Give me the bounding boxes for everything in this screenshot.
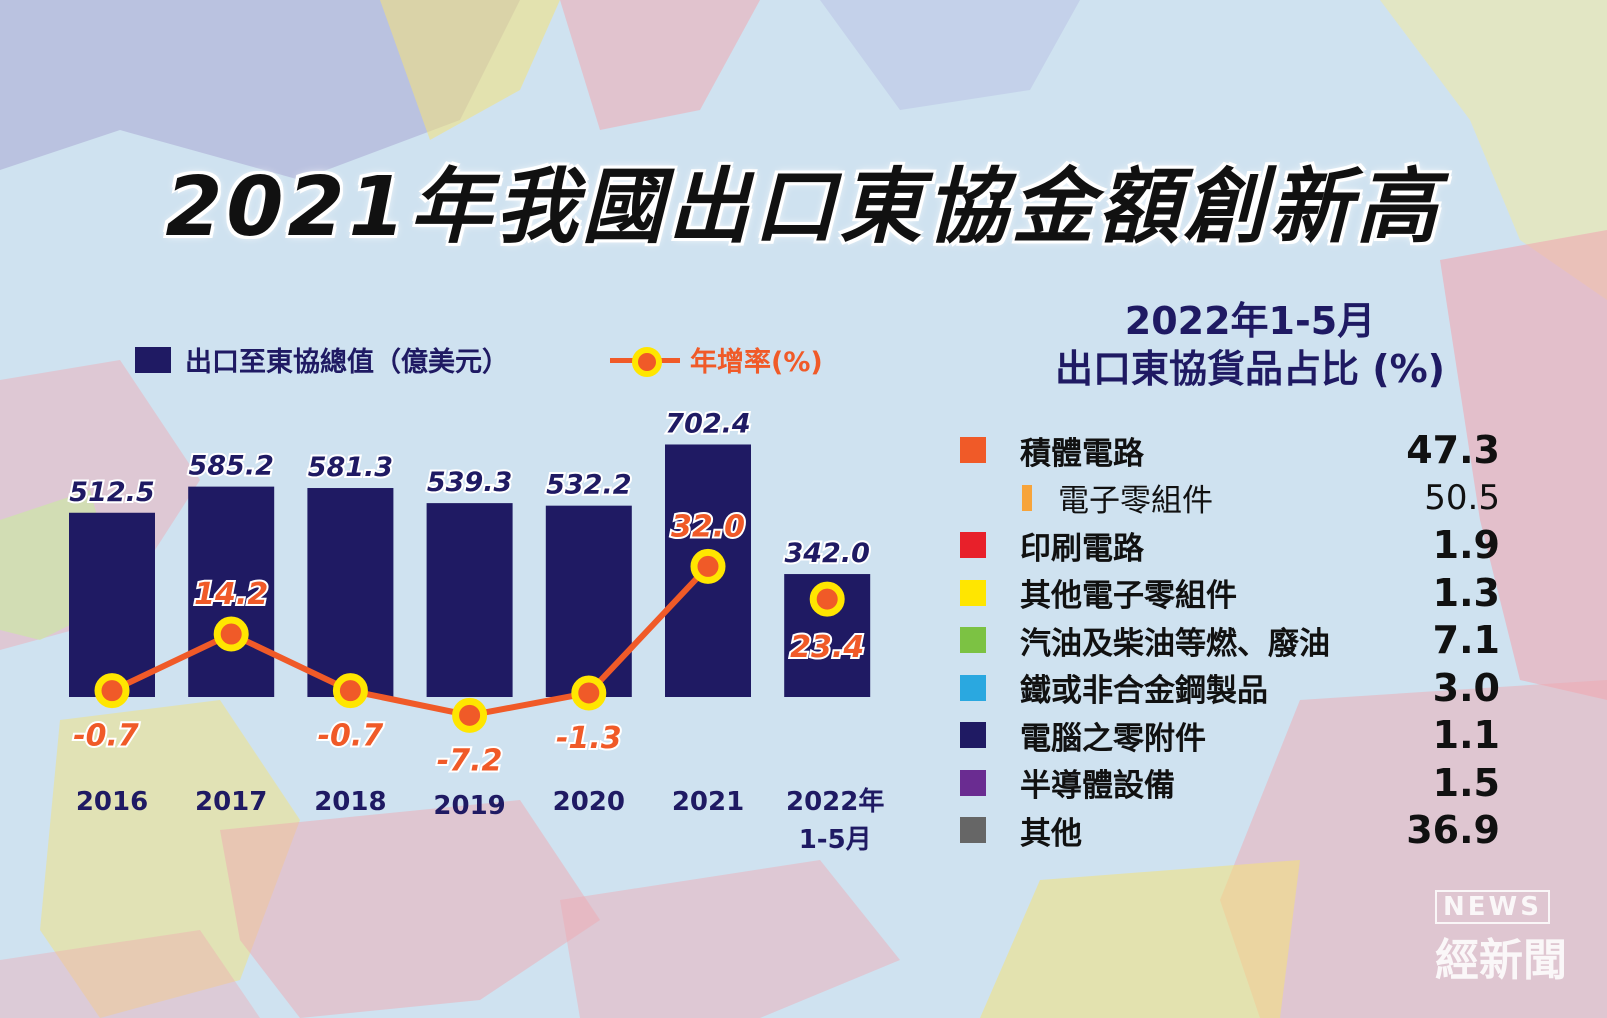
share-swatch	[960, 674, 986, 701]
growth-label-6: 23.4	[790, 630, 864, 665]
x-tick-label-3-0: 2019	[433, 791, 505, 821]
x-tick-label-2-0: 2018	[314, 787, 386, 817]
x-tick-label-4-0: 2020	[553, 787, 625, 817]
growth-line	[110, 564, 711, 719]
panel-title-line2: 出口東協貨品占比 (%)	[1054, 347, 1446, 391]
share-value: 50.5	[1424, 477, 1500, 518]
export-chart: 512.5 2016 585.2 2017 581.3 2018 539.3 2019 532.…	[67, 406, 884, 855]
growth-point-0	[94, 673, 130, 709]
share-swatch	[960, 627, 986, 653]
share-label: 半導體設備	[1020, 768, 1175, 804]
share-value: 1.1	[1432, 713, 1500, 757]
logo-name-text: 經新聞	[1435, 935, 1567, 986]
share-label: 汽油及柴油等燃、廢油	[1020, 625, 1330, 662]
bar-value-label-4: 532.2	[546, 470, 631, 501]
bar-4	[545, 505, 632, 697]
page-title: 2021年我國出口東協金額創新高	[165, 160, 1442, 255]
bar-value-label-0: 512.5	[69, 477, 154, 508]
x-tick-label-6-1: 1-5月	[799, 825, 872, 855]
growth-label-3: -7.2	[437, 743, 503, 778]
share-value: 36.9	[1406, 808, 1500, 852]
bar-value-label-2: 581.3	[308, 452, 393, 483]
growth-point-1	[213, 616, 249, 652]
share-row-3: 其他電子零組件 1.3	[960, 571, 1500, 615]
share-swatch	[960, 722, 986, 748]
share-label: 其他	[1020, 815, 1082, 852]
share-row-8: 其他 36.9	[960, 808, 1500, 852]
share-swatch	[960, 817, 986, 843]
legend-line: 年增率(%)	[610, 340, 823, 379]
x-tick-label-5-0: 2021	[672, 787, 744, 817]
bar-0	[69, 512, 155, 697]
share-label: 電腦之零附件	[1020, 720, 1206, 757]
news-logo: NEWS 經新聞	[1435, 890, 1567, 988]
legend-line-marker	[610, 345, 680, 377]
share-row-5: 鐵或非合金鋼製品 3.0	[960, 666, 1500, 710]
share-row-0: 積體電路 47.3	[960, 428, 1500, 472]
growth-point-3	[452, 697, 488, 733]
growth-point-5	[690, 548, 726, 584]
share-row-2: 印刷電路 1.9	[960, 523, 1500, 567]
bar-1	[188, 486, 275, 697]
growth-label-0: -0.7	[73, 719, 139, 754]
share-swatch	[960, 532, 986, 558]
share-label: 電子零組件	[1058, 483, 1213, 519]
share-row-7: 半導體設備 1.5	[960, 761, 1500, 805]
share-label: 印刷電路	[1020, 530, 1144, 567]
legend-bar-label: 出口至東協總值（億美元）	[185, 347, 509, 378]
bar-2	[307, 488, 394, 697]
legend-line-label: 年增率(%)	[690, 347, 823, 378]
bar-value-label-1: 585.2	[188, 451, 273, 482]
share-label: 其他電子零組件	[1020, 578, 1237, 614]
share-value: 47.3	[1406, 428, 1500, 472]
share-swatch	[1022, 484, 1032, 511]
x-tick-label-0-0: 2016	[76, 787, 148, 817]
share-swatch	[960, 579, 986, 606]
growth-point-4	[571, 675, 607, 711]
legend-bar: 出口至東協總值（億美元）	[135, 340, 509, 379]
share-swatch	[960, 437, 986, 463]
share-value: 3.0	[1432, 665, 1500, 710]
growth-point-2	[332, 673, 368, 709]
share-swatch	[960, 769, 986, 796]
share-value: 1.3	[1432, 570, 1500, 615]
legend-bar-swatch	[135, 346, 171, 373]
share-row-4: 汽油及柴油等燃、廢油 7.1	[960, 618, 1500, 662]
share-row-6: 電腦之零附件 1.1	[960, 713, 1500, 757]
bar-value-label-5: 702.4	[665, 408, 750, 439]
x-tick-label-6-0: 2022年	[786, 786, 884, 817]
growth-label-5: 32.0	[671, 509, 745, 544]
share-row-1: 電子零組件 50.5	[960, 476, 1500, 520]
x-tick-label-1-0: 2017	[195, 787, 267, 817]
share-value: 1.5	[1432, 760, 1500, 805]
share-value: 7.1	[1432, 618, 1500, 662]
share-label: 積體電路	[1020, 435, 1144, 472]
growth-label-1: 14.2	[194, 577, 268, 612]
growth-point-6	[809, 581, 845, 617]
bar-value-label-6: 342.0	[784, 538, 869, 569]
growth-label-2: -0.7	[318, 719, 384, 754]
bar-value-label-3: 539.3	[427, 467, 512, 498]
share-label: 鐵或非合金鋼製品	[1020, 673, 1268, 709]
logo-news-text: NEWS	[1435, 890, 1550, 924]
panel-title-line1: 2022年1-5月	[1124, 299, 1376, 343]
growth-label-4: -1.3	[556, 721, 622, 756]
bar-3	[426, 503, 513, 697]
share-value: 1.9	[1432, 523, 1500, 567]
